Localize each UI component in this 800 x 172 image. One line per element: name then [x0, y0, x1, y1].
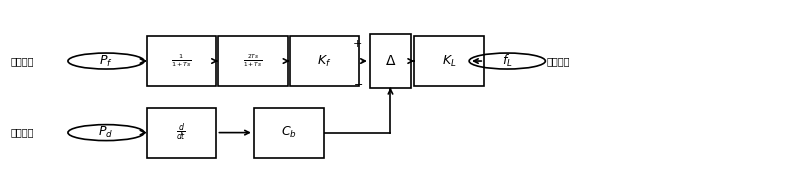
Text: $\frac{d}{dt}$: $\frac{d}{dt}$ [177, 122, 186, 143]
Bar [290, 36, 359, 86]
Text: $-$: $-$ [353, 78, 363, 88]
Bar [146, 36, 217, 86]
Text: +: + [354, 39, 362, 49]
Text: $C_b$: $C_b$ [281, 125, 297, 140]
Text: $K_f$: $K_f$ [318, 53, 332, 69]
Text: $\frac{2Ts}{1+Ts}$: $\frac{2Ts}{1+Ts}$ [243, 53, 263, 69]
Bar [414, 36, 484, 86]
Text: 炉膈压力: 炉膈压力 [10, 56, 34, 66]
Text: $P_f$: $P_f$ [99, 53, 113, 69]
Text: $\Delta$: $\Delta$ [385, 54, 396, 68]
Text: $f_L$: $f_L$ [502, 53, 513, 69]
Text: 前馈信号: 前馈信号 [547, 56, 570, 66]
Bar [370, 34, 411, 88]
Text: $P_d$: $P_d$ [98, 125, 114, 140]
Bar [218, 36, 288, 86]
Bar [146, 108, 217, 158]
Text: 汽包压力: 汽包压力 [10, 128, 34, 138]
Text: $K_L$: $K_L$ [442, 53, 457, 69]
Text: $\frac{1}{1+Ts}$: $\frac{1}{1+Ts}$ [171, 53, 192, 69]
Bar [254, 108, 324, 158]
